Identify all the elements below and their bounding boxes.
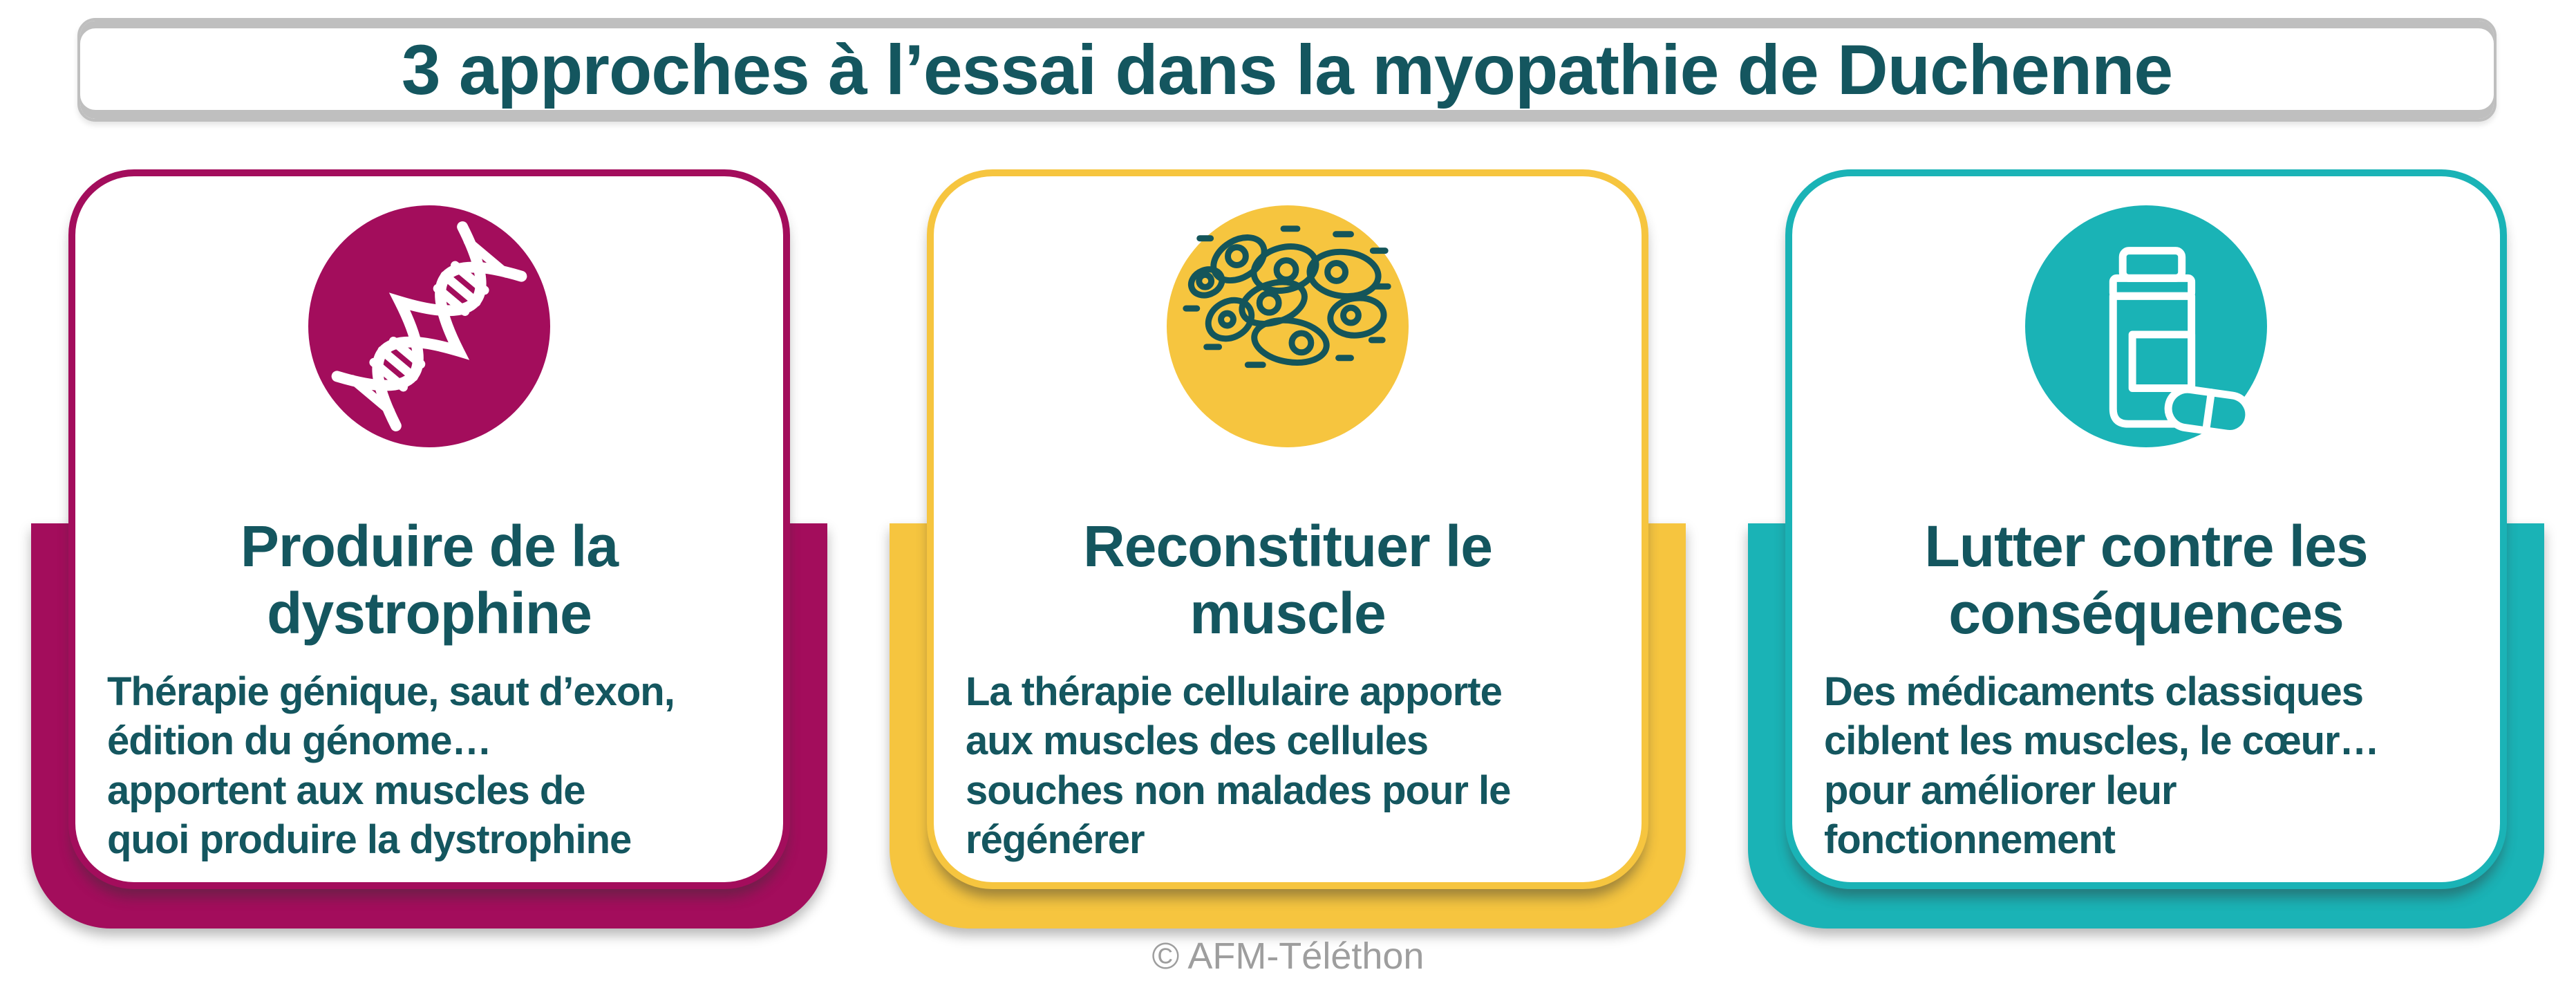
card-description: Thérapie génique, saut d’exon, édition d… bbox=[107, 667, 764, 864]
card-title: Produire de la dystrophine bbox=[75, 513, 783, 648]
title-box: 3 approches à l’essai dans la myopathie … bbox=[77, 18, 2497, 122]
card-title-line: conséquences bbox=[1948, 581, 2344, 646]
card-reconstituer-muscle: Reconstituer le muscle La thérapie cellul… bbox=[890, 169, 1686, 928]
card-title-line: Lutter contre les bbox=[1924, 514, 2368, 579]
card-description-line: fonctionnement bbox=[1824, 816, 2116, 862]
copyright-text: © AFM-Téléthon bbox=[1151, 935, 1425, 977]
main-title: 3 approches à l’essai dans la myopathie … bbox=[401, 30, 2173, 109]
dna-icon-svg bbox=[331, 221, 527, 431]
muscle-cells-icon-svg bbox=[1183, 225, 1391, 368]
card-produire-dystrophine: Produire de la dystrophine Thérapie géniq… bbox=[31, 169, 827, 928]
card-description-line: souches non malades pour le bbox=[966, 767, 1511, 813]
card-description-line: Des médicaments classiques bbox=[1824, 669, 2364, 714]
card-description-line: régénérer bbox=[966, 816, 1145, 862]
card-description-line: pour améliorer leur bbox=[1824, 767, 2177, 813]
copyright-credit: © AFM-Téléthon bbox=[0, 935, 2576, 978]
card-title-line: muscle bbox=[1190, 581, 1386, 646]
card-front-panel: Produire de la dystrophine Thérapie géniq… bbox=[68, 169, 790, 889]
card-description-line: apportent aux muscles de bbox=[107, 767, 586, 813]
card-title-line: Produire de la bbox=[240, 514, 619, 579]
pill-bottle-icon bbox=[2025, 205, 2267, 447]
card-title: Lutter contre les conséquences bbox=[1792, 513, 2500, 648]
card-description-line: quoi produire la dystrophine bbox=[107, 816, 632, 862]
card-front-panel: Lutter contre les conséquences Des médica… bbox=[1785, 169, 2507, 889]
card-description-line: aux muscles des cellules bbox=[966, 718, 1429, 764]
card-lutter-consequences: Lutter contre les conséquences Des médica… bbox=[1748, 169, 2544, 928]
card-front-panel: Reconstituer le muscle La thérapie cellul… bbox=[927, 169, 1648, 889]
card-description: La thérapie cellulaire apporte aux muscl… bbox=[966, 667, 1622, 864]
card-description-line: Thérapie génique, saut d’exon, bbox=[107, 669, 675, 714]
dna-icon bbox=[308, 205, 550, 447]
pill-bottle-icon-svg bbox=[2109, 247, 2253, 438]
card-description-line: édition du génome… bbox=[107, 718, 492, 764]
card-title-line: dystrophine bbox=[267, 581, 592, 646]
muscle-cells-icon bbox=[1167, 205, 1409, 447]
card-title: Reconstituer le muscle bbox=[934, 513, 1642, 648]
card-description-line: ciblent les muscles, le cœur… bbox=[1824, 718, 2380, 764]
card-description: Des médicaments classiques ciblent les m… bbox=[1824, 667, 2481, 864]
card-title-line: Reconstituer le bbox=[1083, 514, 1493, 579]
card-description-line: La thérapie cellulaire apporte bbox=[966, 669, 1503, 714]
cards-row: Produire de la dystrophine Thérapie géniq… bbox=[31, 169, 2545, 928]
